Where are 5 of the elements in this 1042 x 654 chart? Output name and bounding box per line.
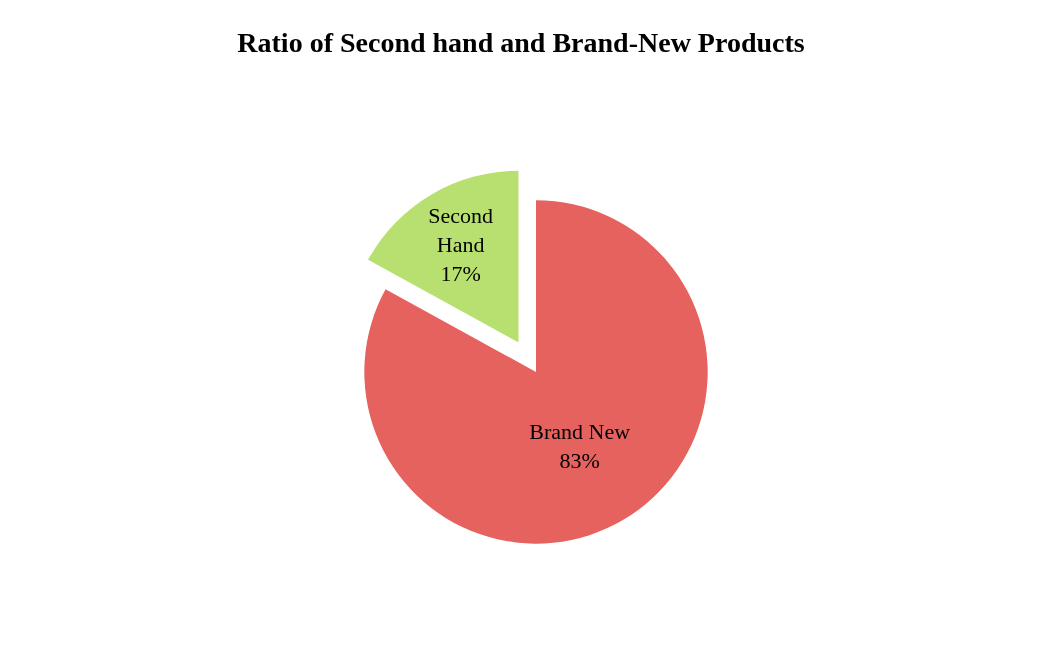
slice-label: Second Hand <box>428 203 493 258</box>
slice-label: Brand New <box>529 419 631 445</box>
data-label: 83% <box>559 447 600 473</box>
data-label: 17% <box>440 260 481 286</box>
chart-title: Ratio of Second hand and Brand-New Products <box>237 27 805 59</box>
